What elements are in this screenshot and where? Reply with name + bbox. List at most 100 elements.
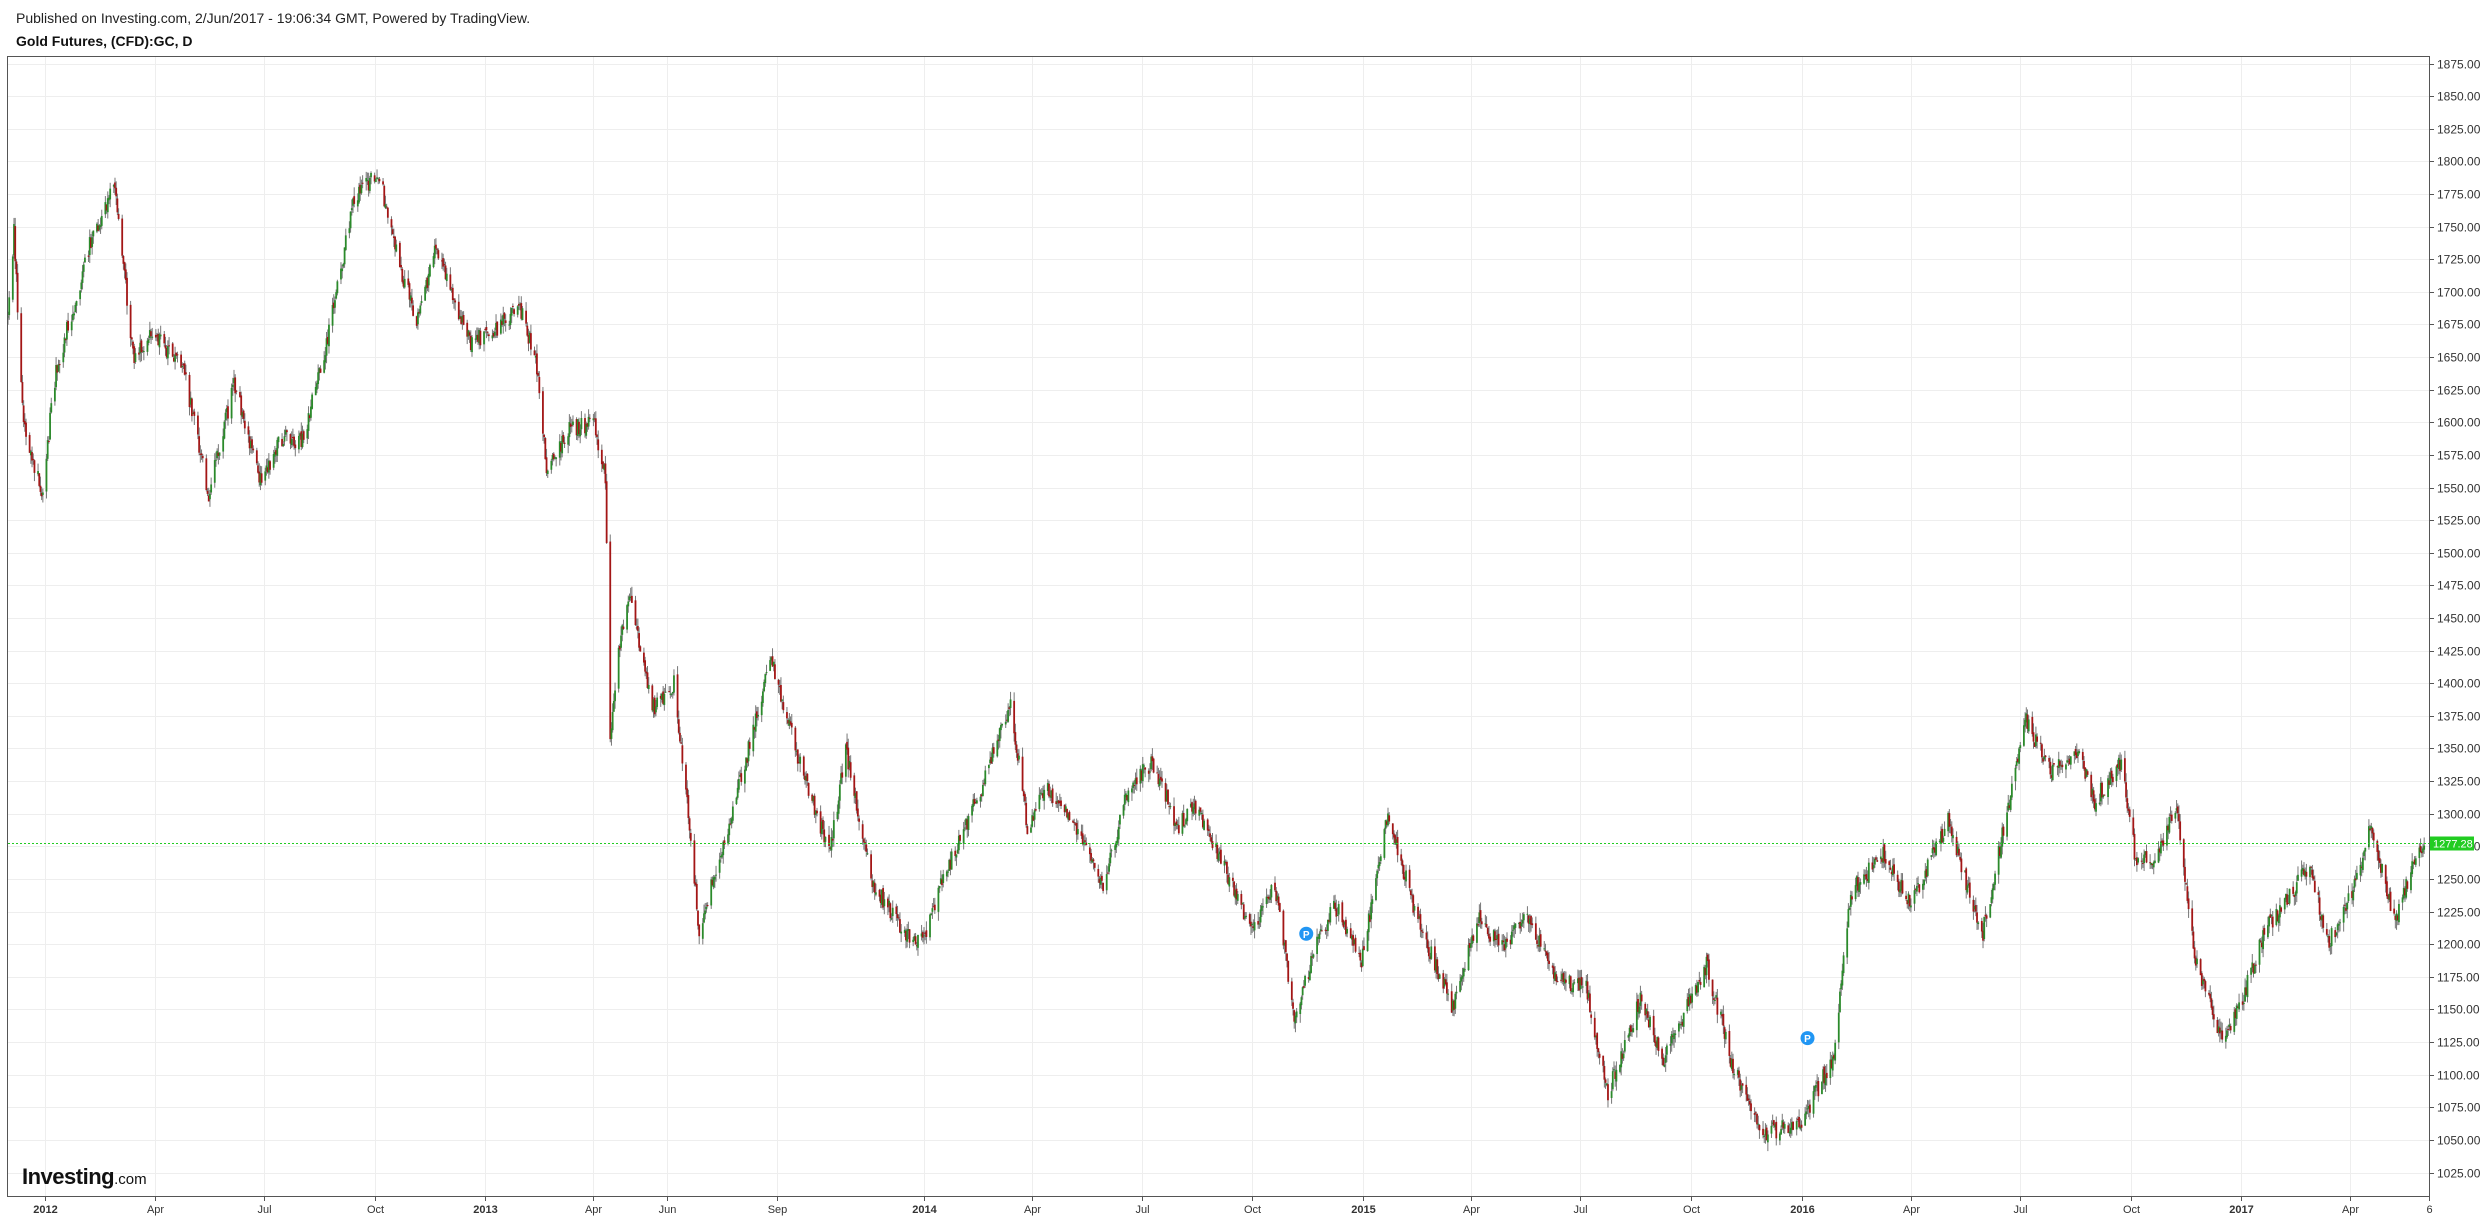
candle-body: [1619, 1064, 1621, 1072]
marker-p[interactable]: P: [1299, 926, 1314, 941]
y-tick-label: 1725.00: [2437, 253, 2481, 267]
candle: [366, 172, 369, 185]
candle: [91, 231, 94, 255]
candle: [370, 171, 372, 185]
candle: [2355, 865, 2358, 880]
candle-body: [2059, 761, 2061, 767]
candle: [1901, 873, 1904, 895]
candle: [466, 319, 469, 345]
candle: [1821, 1081, 1823, 1095]
candle-body: [1674, 1033, 1677, 1035]
candle-body: [272, 454, 275, 468]
candle-body: [1114, 845, 1117, 851]
candle-body: [1318, 933, 1321, 940]
candle: [545, 448, 548, 477]
candle: [198, 427, 201, 456]
candle: [156, 332, 158, 342]
candle: [562, 432, 565, 444]
event-markers[interactable]: PP: [1299, 926, 1815, 1046]
candle: [2420, 846, 2423, 858]
candle-body: [342, 263, 345, 267]
candle: [938, 885, 941, 893]
candle-body: [567, 436, 570, 445]
candle-body: [1109, 852, 1112, 864]
candle: [2186, 878, 2189, 904]
candle: [331, 297, 334, 333]
candle-body: [201, 455, 204, 459]
candle-body: [854, 793, 857, 798]
candle-body: [1531, 923, 1534, 926]
candle-body: [669, 693, 672, 695]
candle-body: [37, 471, 39, 475]
candle: [1277, 893, 1280, 911]
candle-body: [225, 408, 228, 413]
candle: [1081, 824, 1084, 846]
candle-body: [1560, 979, 1562, 981]
candle: [737, 771, 740, 793]
candle-body: [503, 312, 506, 319]
candle-body: [429, 264, 431, 277]
candle: [134, 348, 137, 364]
candle-body: [1916, 885, 1918, 892]
candle: [780, 677, 782, 703]
candle: [655, 699, 657, 717]
candle: [1607, 1078, 1609, 1108]
candle: [2388, 887, 2391, 902]
candle-body: [2245, 987, 2248, 995]
candle: [1471, 928, 1474, 948]
candle-body: [1496, 935, 1499, 940]
candle-body: [846, 741, 848, 750]
candle-body: [651, 685, 654, 711]
candle: [1091, 857, 1094, 864]
candle-body: [2140, 860, 2143, 862]
candle: [2126, 789, 2129, 813]
candle: [2035, 726, 2037, 749]
candle-body: [1075, 822, 1078, 835]
candle: [289, 433, 292, 450]
candle-body: [2311, 869, 2314, 878]
candle-body: [786, 712, 788, 719]
candle-body: [1611, 1071, 1614, 1090]
candle-body: [175, 352, 178, 356]
candle: [14, 217, 17, 269]
candle-body: [2091, 788, 2094, 795]
candle: [1804, 1107, 1807, 1127]
marker-p[interactable]: P: [1800, 1031, 1815, 1046]
candle: [96, 222, 98, 234]
candle-body: [394, 236, 396, 250]
candle-body: [1001, 723, 1004, 726]
candle: [1740, 1080, 1743, 1096]
candle-body: [1426, 939, 1429, 949]
candle: [1790, 1117, 1793, 1136]
candle: [1652, 1009, 1655, 1043]
candle: [1417, 903, 1419, 923]
candle-body: [1418, 916, 1421, 919]
candle-body: [1622, 1053, 1625, 1059]
candle-body: [1081, 833, 1084, 844]
candle-body: [727, 834, 729, 844]
candle: [1193, 795, 1196, 815]
candle-body: [2211, 1006, 2214, 1015]
candle: [980, 793, 983, 802]
candle-body: [62, 352, 65, 363]
time-axis[interactable]: 2012 Apr Jul Oct 2013 Apr Jun Sep 2014 Apr Jul Oct 2…: [33, 1196, 2433, 1216]
candle: [1319, 923, 1322, 935]
candle: [276, 437, 279, 463]
candle-body: [811, 794, 814, 801]
candle: [168, 337, 170, 355]
candle: [2354, 869, 2357, 887]
candle-body: [614, 690, 616, 702]
candle-body: [493, 331, 496, 336]
candle: [997, 734, 1000, 750]
candle: [1530, 914, 1532, 932]
candle-body: [2022, 725, 2025, 746]
candle: [57, 359, 60, 373]
candle-body: [1043, 789, 1046, 801]
candle: [325, 331, 328, 364]
y-tick-label: 1325.00: [2437, 775, 2481, 789]
candle-body: [510, 307, 513, 316]
candle-body: [407, 278, 410, 285]
price-axis[interactable]: 1875.001850.001825.001800.001775.001750.…: [2429, 58, 2481, 1181]
candle-body: [1730, 1058, 1733, 1070]
